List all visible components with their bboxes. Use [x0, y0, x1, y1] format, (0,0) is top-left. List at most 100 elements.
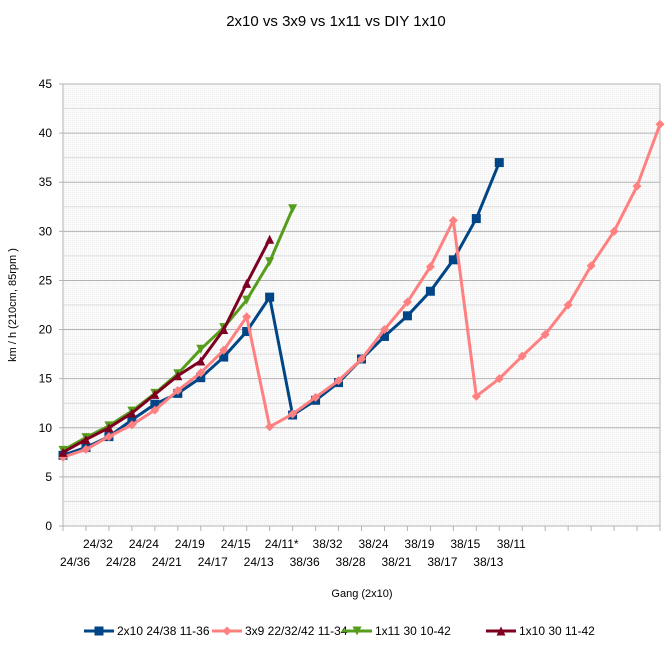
y-axis: 0 5 10 15 20 25 30 35 40 45 — [39, 77, 63, 533]
square-marker — [219, 352, 229, 362]
triangle-up-marker — [219, 325, 229, 335]
series-1x10-30-11-42 — [58, 234, 275, 457]
diamond-marker — [402, 297, 412, 307]
x-tick-label: 24/24 — [129, 537, 159, 551]
legend-item: 3x9 22/32/42 11-34 — [212, 624, 348, 638]
triangle-up-marker — [173, 371, 183, 381]
y-tick-label: 10 — [39, 421, 53, 435]
y-tick-label: 15 — [39, 372, 53, 386]
square-marker — [448, 255, 458, 265]
square-marker — [242, 327, 252, 337]
diamond-marker — [425, 262, 435, 272]
triangle-up-marker — [496, 626, 506, 636]
triangle-up-marker — [127, 408, 137, 418]
diamond-marker — [448, 216, 458, 226]
triangle-up-marker — [104, 423, 114, 433]
x-tick-label: 38/28 — [336, 555, 366, 569]
diamond-marker — [265, 422, 275, 432]
chart-title: 2x10 vs 3x9 vs 1x11 vs DIY 1x10 — [226, 13, 446, 30]
triangle-down-marker — [352, 626, 362, 636]
diamond-marker — [609, 226, 619, 236]
triangle-down-marker — [265, 257, 275, 267]
y-tick-label: 45 — [39, 77, 53, 91]
square-marker — [494, 158, 504, 168]
y-tick-label: 0 — [45, 519, 52, 533]
x-tick-label: 38/32 — [313, 537, 343, 551]
x-tick-label: 24/17 — [198, 555, 228, 569]
y-tick-label: 30 — [39, 224, 53, 238]
diamond-marker — [242, 312, 252, 322]
diamond-marker — [517, 351, 527, 361]
square-marker — [127, 415, 137, 425]
triangle-down-marker — [242, 295, 252, 305]
x-tick-label: 24/36 — [60, 555, 90, 569]
triangle-up-marker — [150, 389, 160, 399]
x-tick-label: 24/11* — [265, 537, 299, 551]
square-marker — [425, 286, 435, 296]
series-group — [58, 119, 665, 462]
legend-item: 1x11 30 10-42 — [342, 624, 451, 638]
legend-label: 3x9 22/32/42 11-34 — [245, 624, 348, 638]
square-marker — [471, 214, 481, 224]
diamond-marker — [655, 119, 665, 129]
y-tick-label: 20 — [39, 323, 53, 337]
triangle-up-marker — [196, 356, 206, 366]
diamond-marker — [494, 374, 504, 384]
legend-item: 2x10 24/38 11-36 — [84, 624, 210, 638]
diamond-marker — [173, 385, 183, 395]
series-line — [62, 238, 271, 454]
triangle-up-marker — [58, 447, 68, 457]
legend: 2x10 24/38 11-36 3x9 22/32/42 11-34 1x11 3… — [84, 624, 595, 638]
square-marker — [402, 311, 412, 321]
diamond-marker — [540, 329, 550, 339]
x-tick-label: 38/21 — [381, 555, 411, 569]
diamond-marker — [632, 181, 642, 191]
x-tick-label: 38/19 — [404, 537, 434, 551]
diamond-marker — [334, 376, 344, 386]
diamond-marker — [150, 405, 160, 415]
diamond-marker — [471, 391, 481, 401]
x-tick-label: 38/13 — [473, 555, 503, 569]
triangle-up-marker — [81, 435, 91, 445]
x-tick-label: 38/24 — [358, 537, 388, 551]
y-tick-label: 5 — [45, 470, 52, 484]
square-marker — [196, 373, 206, 383]
triangle-up-marker — [265, 234, 275, 244]
diamond-marker — [288, 409, 298, 419]
diamond-marker — [379, 325, 389, 335]
x-tick-label: 38/11 — [497, 537, 526, 551]
x-tick-label: 24/13 — [244, 555, 274, 569]
triangle-down-marker — [196, 344, 206, 354]
x-axis-label: Gang (2x10) — [331, 588, 392, 600]
square-marker — [150, 399, 160, 409]
diamond-marker — [222, 626, 232, 636]
x-tick-label: 24/15 — [221, 537, 251, 551]
x-tick-label: 38/17 — [427, 555, 457, 569]
diamond-marker — [586, 261, 596, 271]
diamond-marker — [196, 368, 206, 378]
diamond-marker — [127, 420, 137, 430]
diamond-marker — [563, 300, 573, 310]
diamond-marker — [219, 345, 229, 355]
legend-label: 1x10 30 11-42 — [519, 624, 595, 638]
x-tick-label: 24/32 — [83, 537, 113, 551]
legend-item: 1x10 30 11-42 — [486, 624, 595, 638]
y-tick-label: 40 — [39, 126, 53, 140]
x-tick-label: 24/21 — [152, 555, 182, 569]
y-tick-label: 25 — [39, 273, 53, 287]
x-tick-label: 24/28 — [106, 555, 136, 569]
legend-label: 1x11 30 10-42 — [375, 624, 451, 638]
diamond-marker — [104, 432, 114, 442]
y-tick-label: 35 — [39, 175, 53, 189]
legend-label: 2x10 24/38 11-36 — [117, 624, 210, 638]
x-tick-label: 38/15 — [450, 537, 480, 551]
triangle-up-marker — [242, 278, 252, 288]
x-tick-label: 24/19 — [175, 537, 205, 551]
square-marker — [379, 331, 389, 341]
triangle-down-marker — [288, 204, 298, 214]
x-tick-label: 38/36 — [290, 555, 320, 569]
y-axis-label: km / h (210cm, 85rpm ) — [7, 248, 19, 362]
diamond-marker — [357, 354, 366, 364]
square-marker — [265, 292, 275, 302]
